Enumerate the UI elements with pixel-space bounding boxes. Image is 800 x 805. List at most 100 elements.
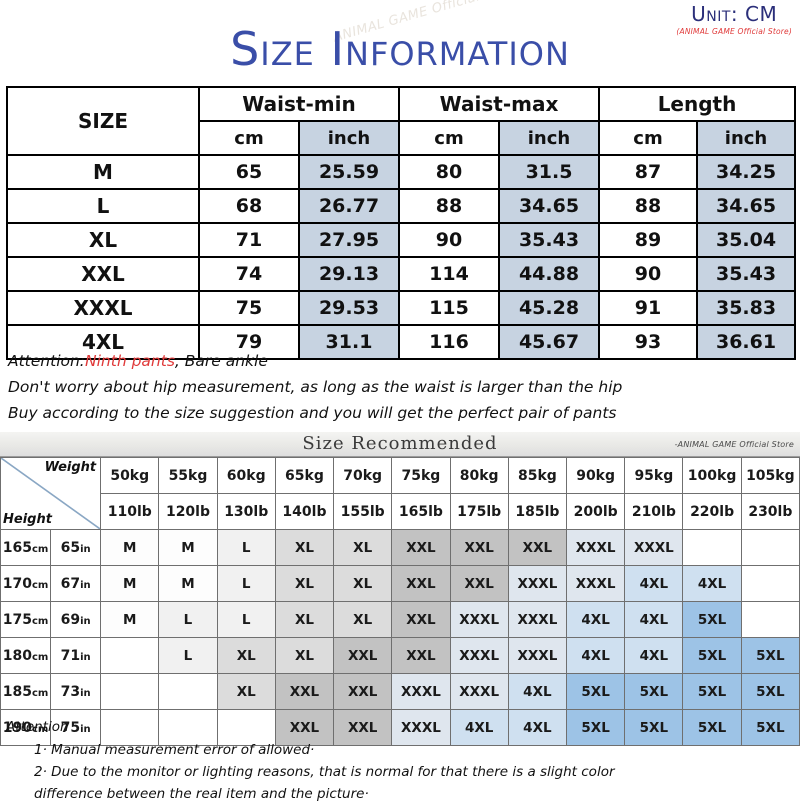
weight-kg-header: 90kg xyxy=(565,457,626,494)
attention-notes-middle: Attention:Ninth pants, Bare ankle Don't … xyxy=(8,348,792,426)
cell-length-cm: 93 xyxy=(598,324,699,360)
recommended-size-cell: 4XL xyxy=(624,637,684,674)
recommended-size-cell: L xyxy=(158,637,218,674)
weight-lb-header: 200lb xyxy=(565,493,626,530)
cell-waistmax-inch: 34.65 xyxy=(497,188,601,224)
cell-waistmax-inch: 35.43 xyxy=(497,222,601,258)
recommended-size-cell: 5XL xyxy=(624,709,684,746)
recommended-size-cell: XL xyxy=(333,601,393,638)
recommended-size-cell: XXL xyxy=(391,601,451,638)
weight-lb-header: 140lb xyxy=(274,493,335,530)
weight-kg-header: 100kg xyxy=(682,457,742,494)
recommended-size-cell: 4XL xyxy=(624,565,684,602)
attention-bottom-item-2: 2· Due to the monitor or lighting reason… xyxy=(34,764,615,780)
size-information-table: SIZE Waist-min Waist-max Length cm inch … xyxy=(6,86,797,360)
size-recommended-header-bar: Size Recommended -ANIMAL GAME Official S… xyxy=(0,432,800,457)
cell-waistmax-cm: 114 xyxy=(398,256,500,292)
axis-corner-cell: Weight Height xyxy=(0,457,102,530)
axis-label-height: Height xyxy=(3,512,52,527)
weight-lb-header: 220lb xyxy=(682,493,742,530)
group-header-waist-min: Waist-min xyxy=(198,86,400,122)
recommended-size-cell: XXL xyxy=(333,673,393,710)
cell-length-inch: 35.43 xyxy=(696,256,797,292)
attention-line-3: Buy according to the size suggestion and… xyxy=(8,404,617,422)
weight-lb-header: 130lb xyxy=(216,493,276,530)
attention-highlight: Ninth pants xyxy=(85,352,175,370)
recommended-size-cell: 5XL xyxy=(740,709,800,746)
recommended-size-cell: XXXL xyxy=(565,529,626,566)
recommendation-row: 175cm 69in M L L XL XL XXL XXXL XXXL 4XL 4XL 5XL xyxy=(0,601,800,638)
cell-waistmin-inch: 29.53 xyxy=(298,290,400,326)
cell-length-cm: 90 xyxy=(598,256,699,292)
weight-lb-header: 175lb xyxy=(449,493,509,530)
unit-header-waistmin-inch: inch xyxy=(298,120,400,156)
cell-waistmax-cm: 88 xyxy=(398,188,500,224)
recommended-size-cell: XL xyxy=(274,601,335,638)
table-row: 4XL 79 31.1 116 45.67 93 36.61 xyxy=(6,324,797,360)
recommended-size-cell: L xyxy=(158,601,218,638)
height-in-label: 71in xyxy=(50,637,102,674)
attention-bottom-item-1: 1· Manual measurement error of allowed· xyxy=(34,742,315,758)
cell-waistmin-cm: 68 xyxy=(198,188,300,224)
weight-kg-header: 55kg xyxy=(158,457,218,494)
cell-waistmax-inch: 44.88 xyxy=(497,256,601,292)
axis-label-weight: Weight xyxy=(44,460,97,475)
empty-cell xyxy=(100,709,160,746)
cell-length-inch: 35.04 xyxy=(696,222,797,258)
table-header-group-row: SIZE Waist-min Waist-max Length xyxy=(6,86,797,156)
cell-length-cm: 88 xyxy=(598,188,699,224)
recommended-size-cell: XXXL xyxy=(507,637,568,674)
recommended-size-cell: 5XL xyxy=(565,673,626,710)
recommended-size-cell: XXXL xyxy=(449,637,509,674)
weight-kg-header: 85kg xyxy=(507,457,568,494)
recommendation-row: 185cm 73in XL XXL XXL XXXL XXXL 4XL 5XL 5XL 5XL 5XL xyxy=(0,673,800,710)
page-title: Size Information xyxy=(230,22,570,76)
recommendation-row: 190cm 75in XXL XXL XXXL 4XL 4XL 5XL 5XL 5XL 5XL xyxy=(0,709,800,746)
empty-cell xyxy=(216,709,276,746)
group-header-waist-max: Waist-max xyxy=(397,86,601,122)
empty-cell xyxy=(100,673,160,710)
recommended-size-cell: M xyxy=(158,529,218,566)
unit-header-waistmax-cm: cm xyxy=(398,120,500,156)
recommended-size-cell: XL xyxy=(274,565,335,602)
attention-bottom-heading: Attention xyxy=(6,719,69,735)
table-row: XXXL 75 29.53 115 45.28 91 35.83 xyxy=(6,290,797,326)
weight-kg-header: 50kg xyxy=(100,457,160,494)
attention-line-1: Attention:Ninth pants, Bare ankle xyxy=(8,348,792,374)
cell-length-cm: 89 xyxy=(598,222,699,258)
weight-lb-header: 165lb xyxy=(391,493,451,530)
recommended-size-cell: XXL xyxy=(274,673,335,710)
cell-waistmin-inch: 25.59 xyxy=(298,154,400,190)
cell-waistmax-cm: 115 xyxy=(398,290,500,326)
recommended-size-cell: 5XL xyxy=(740,673,800,710)
recommendation-row: 180cm 71in L XL XL XXL XXL XXXL XXXL 4XL 4XL 5XL 5XL xyxy=(0,637,800,674)
cell-waistmin-inch: 31.1 xyxy=(298,324,400,360)
recommend-weight-kg-row: Weight Height 50kg 55kg 60kg 65kg 70kg 7… xyxy=(0,457,800,530)
recommended-size-cell: L xyxy=(216,565,276,602)
attention-notes-bottom: Attention 1· Manual measurement error of… xyxy=(6,716,796,805)
empty-cell xyxy=(158,709,218,746)
weight-kg-header: 75kg xyxy=(391,457,451,494)
attention-suffix: , Bare ankle xyxy=(174,352,268,370)
recommended-size-cell: 4XL xyxy=(624,601,684,638)
unit-label: Unit: CM xyxy=(691,2,778,26)
height-in-label: 75in xyxy=(50,709,102,746)
size-recommended-title: Size Recommended xyxy=(302,433,498,454)
size-label: XL xyxy=(6,222,200,258)
height-cm-label: 170cm xyxy=(0,565,52,602)
recommended-size-cell: XXXL xyxy=(391,709,451,746)
table-row: XL 71 27.95 90 35.43 89 35.04 xyxy=(6,222,797,258)
weight-lb-header: 210lb xyxy=(624,493,684,530)
cell-waistmax-inch: 31.5 xyxy=(497,154,601,190)
recommended-size-cell: XXL xyxy=(391,637,451,674)
cell-waistmin-cm: 74 xyxy=(198,256,300,292)
attention-line-2: Don't worry about hip measurement, as lo… xyxy=(8,378,623,396)
cell-waistmax-cm: 116 xyxy=(398,324,500,360)
size-label: M xyxy=(6,154,200,190)
unit-header-length-inch: inch xyxy=(696,120,797,156)
cell-waistmin-cm: 75 xyxy=(198,290,300,326)
recommended-size-cell: XXXL xyxy=(449,601,509,638)
recommended-size-cell: XXXL xyxy=(565,565,626,602)
cell-length-cm: 87 xyxy=(598,154,699,190)
weight-lb-header: 185lb xyxy=(507,493,568,530)
